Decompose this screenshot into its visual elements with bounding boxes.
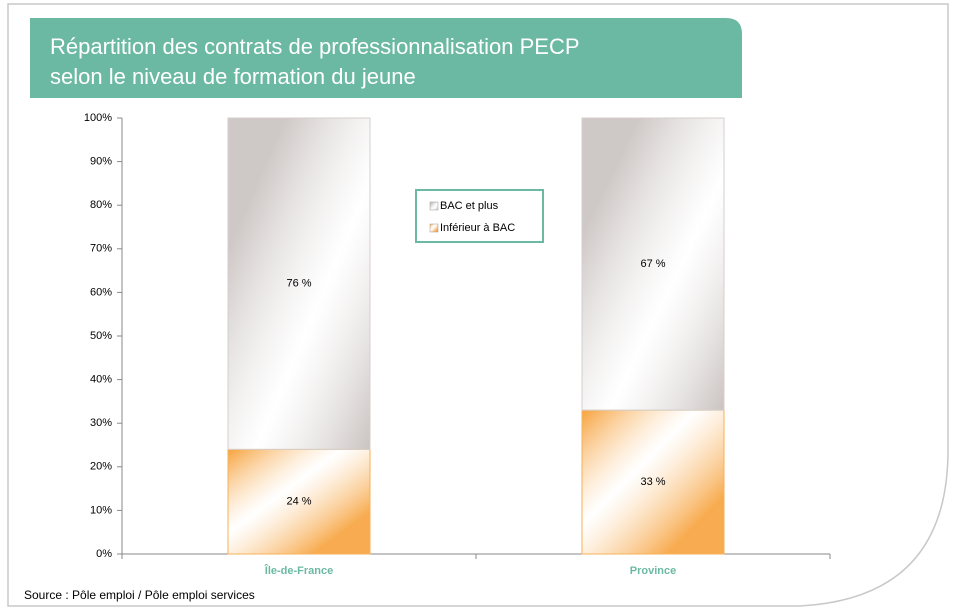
data-label: 67 % <box>640 258 665 270</box>
y-tick-label: 80% <box>90 199 112 211</box>
bar-segment <box>581 409 725 555</box>
bar-segment <box>227 448 371 555</box>
y-tick-label: 70% <box>90 243 112 255</box>
data-label: 76 % <box>286 278 311 290</box>
legend-swatch <box>429 201 439 211</box>
legend-box <box>415 189 544 243</box>
x-tick-label: Île-de-France <box>264 564 333 577</box>
legend-label: BAC et plus <box>440 200 499 212</box>
source-note: Source : Pôle emploi / Pôle emploi servi… <box>24 588 255 602</box>
y-tick-label: 10% <box>90 504 112 516</box>
chart-title: Répartition des contrats de professionna… <box>50 34 580 59</box>
y-tick-label: 60% <box>90 286 112 298</box>
x-tick-label: Province <box>630 565 676 577</box>
legend-swatch <box>429 223 439 233</box>
chart-title: selon le niveau de formation du jeune <box>50 64 416 89</box>
bar-segment <box>581 117 725 411</box>
y-tick-label: 20% <box>90 461 112 473</box>
data-label: 33 % <box>640 476 665 488</box>
title-banner <box>30 18 742 98</box>
bar-segment <box>227 117 371 450</box>
y-tick-label: 30% <box>90 417 112 429</box>
y-tick-label: 100% <box>84 112 112 124</box>
y-tick-label: 50% <box>90 330 112 342</box>
y-tick-label: 40% <box>90 374 112 386</box>
y-tick-label: 90% <box>90 156 112 168</box>
legend-label: Inférieur à BAC <box>440 222 515 234</box>
data-label: 24 % <box>286 496 311 508</box>
y-tick-label: 0% <box>96 548 112 560</box>
